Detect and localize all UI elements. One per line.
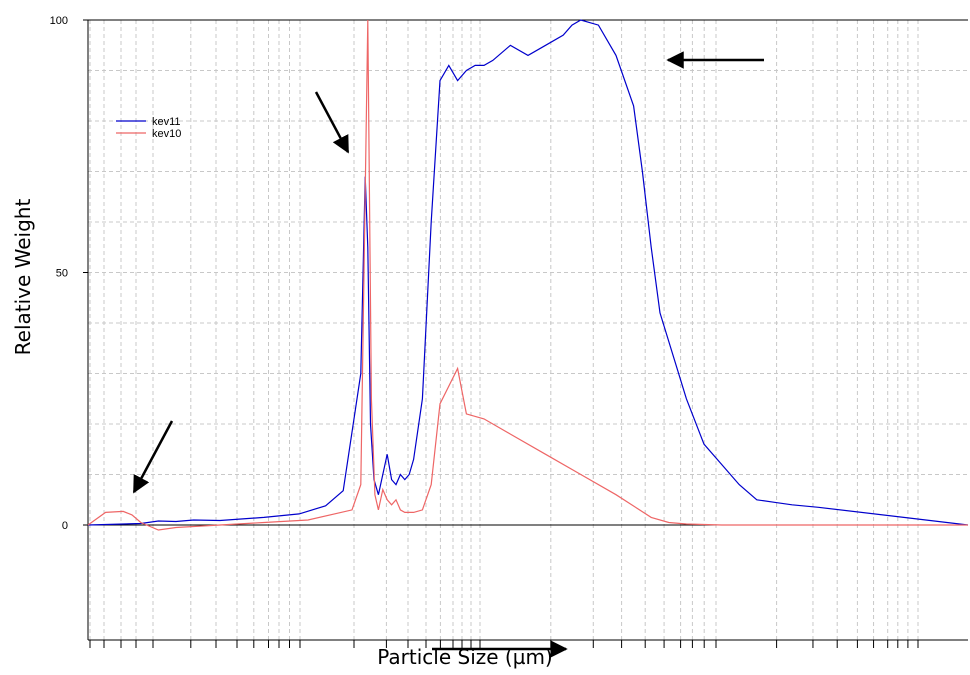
annotation-arrow — [314, 91, 350, 154]
annotation-arrows — [132, 51, 764, 658]
y-tick-label: 50 — [56, 268, 68, 280]
series-line-kev11 — [87, 19, 969, 526]
legend-label-kev10: kev10 — [152, 128, 181, 140]
y-tick-label: 100 — [50, 15, 68, 27]
y-ticks: 0 50 100 — [50, 15, 88, 532]
grid — [88, 20, 968, 640]
y-tick-label: 0 — [62, 520, 68, 532]
x-ticks — [89, 640, 919, 648]
series-lines — [87, 19, 969, 531]
annotation-arrow — [132, 420, 174, 494]
x-axis-label: Particle Size (µm) — [377, 645, 553, 669]
y-axis-label: Relative Weight — [11, 198, 35, 356]
axes — [87, 19, 968, 641]
legend-label-kev11: kev11 — [152, 116, 181, 128]
series-line-kev10 — [87, 19, 968, 531]
